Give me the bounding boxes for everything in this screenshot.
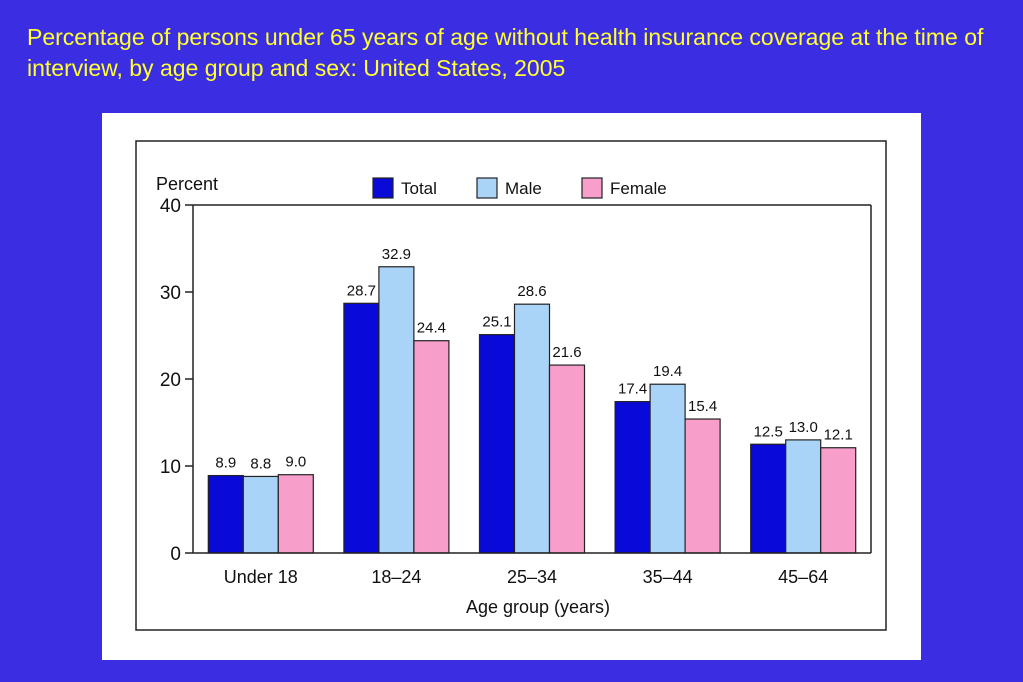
x-tick-label: 25–34 [507,567,557,587]
bar-group: 12.5 13.0 12.1 [750,419,857,554]
x-tick-label: 18–24 [371,567,421,587]
legend-item-male: Male [476,177,542,199]
data-label: 19.4 [653,363,682,380]
bar-female [277,474,314,554]
data-label: 8.8 [250,455,271,472]
y-tick-label: 0 [170,544,181,565]
bar-chart: Percent Total Male Female 0 10 20 30 40 8.9 8.8… [135,140,887,631]
y-tick-label: 40 [160,196,181,217]
legend-item-total: Total [372,177,437,199]
bar-total [343,302,380,554]
slide-title: Percentage of persons under 65 years of … [27,24,984,81]
y-tick-label: 30 [160,283,181,304]
x-axis: Under 18 18–24 25–34 35–44 45–64 [193,552,871,587]
data-label: 12.5 [754,423,783,440]
bar-group: 8.9 8.8 9.0 [207,454,314,554]
data-label: 8.9 [215,455,236,472]
legend-swatch [372,177,394,199]
figure-panel: Percent Total Male Female 0 10 20 30 40 8.9 8.8… [102,113,921,660]
bar-group: 25.1 28.6 21.6 [478,283,586,554]
bar-male [785,439,822,554]
legend-label: Female [610,179,667,198]
legend-swatch [476,177,498,199]
data-label: 15.4 [688,398,717,415]
bar-male [649,383,686,554]
data-label: 17.4 [618,381,647,398]
data-label: 28.6 [517,283,546,300]
data-label: 32.9 [382,246,411,263]
bar-total [750,443,787,554]
y-tick-label: 10 [160,457,181,478]
data-label: 25.1 [482,314,511,331]
data-label: 24.4 [417,320,446,337]
legend-swatch [581,177,603,199]
bar-female [820,447,857,554]
y-axis-title: Percent [156,174,218,194]
y-axis: 0 10 20 30 40 [160,196,872,565]
legend-item-female: Female [581,177,667,199]
data-label: 12.1 [824,427,853,444]
data-label: 9.0 [285,454,306,471]
bar-male [242,475,279,554]
legend-label: Total [401,179,437,198]
x-axis-title: Age group (years) [466,597,610,617]
x-tick-label: 45–64 [778,567,828,587]
bar-male [378,266,415,554]
bar-group: 28.7 32.9 24.4 [343,246,450,554]
bar-female [684,418,721,554]
data-label: 13.0 [789,419,818,436]
bar-female [548,364,586,554]
x-tick-label: 35–44 [643,567,693,587]
bar-total [614,401,651,554]
bar-male [513,303,551,554]
bar-female [413,340,450,554]
x-tick-label: Under 18 [224,567,298,587]
data-label: 21.6 [552,344,581,361]
bars: 8.9 8.8 9.0 28.7 32.9 24.4 25.1 28.6 21.6 17.4 19.… [207,246,857,554]
legend-label: Male [505,179,542,198]
legend: Total Male Female [372,177,667,199]
y-tick-label: 20 [160,370,181,391]
data-label: 28.7 [347,282,376,299]
bar-total [478,334,516,554]
bar-total [207,474,244,554]
